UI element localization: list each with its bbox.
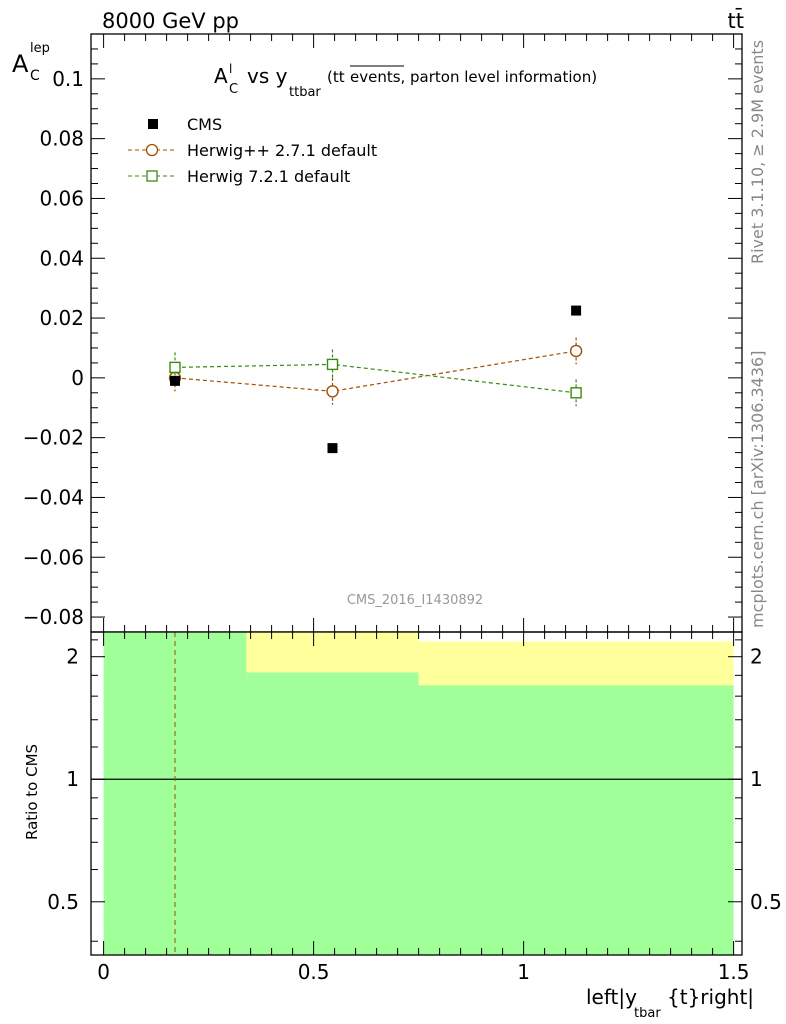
x-tick-label: 1.5 — [718, 960, 750, 984]
cms-point — [571, 305, 582, 316]
legend: CMS Herwig++ 2.7.1 default Herwig 7.2.1 … — [128, 115, 377, 186]
legend-herwig7-label: Herwig 7.2.1 default — [187, 167, 350, 186]
herwig7-line — [174, 363, 577, 394]
x-axis-label-rest: {t}right| — [667, 985, 754, 1009]
ratio-panel: 0 0.5 1 1.5 0.5 0.5 1 1 2 2 — [47, 631, 782, 984]
y-axis-label-sub: C — [30, 68, 40, 84]
legend-cms-marker — [148, 119, 158, 129]
ratio-band-green-0 — [103, 632, 247, 955]
y-tick-label: 0 — [71, 366, 84, 390]
y-axis-label-main: A — [12, 50, 29, 78]
y-tick-label: −0.04 — [23, 485, 84, 509]
energy-label: 8000 GeV pp — [102, 9, 239, 33]
cms-point — [327, 443, 338, 454]
ratio-band-green-2 — [418, 685, 734, 955]
ratio-frame — [90, 631, 743, 956]
ratio-tick-label-left: 2 — [66, 645, 79, 669]
y-tick-label: 0.1 — [52, 67, 84, 91]
legend-herwigpp-label: Herwig++ 2.7.1 default — [187, 141, 377, 160]
y-tick-label: −0.02 — [23, 426, 84, 450]
ratio-band-yellow-2 — [418, 641, 734, 686]
title-a: A — [214, 64, 228, 88]
cms-point — [170, 375, 180, 386]
title-vs: vs y — [247, 64, 288, 88]
title-paren-open: (tt — [327, 68, 345, 86]
x-axis-label-sub: tbar — [634, 1006, 661, 1021]
herwig7-point — [326, 358, 339, 371]
ratio-y-label: Ratio to CMS — [23, 744, 41, 840]
herwig7-point — [169, 361, 181, 374]
x-tick-label: 0 — [97, 960, 110, 984]
y-tick-label: −0.06 — [23, 545, 84, 569]
y-tick-label: 0.08 — [39, 127, 84, 151]
x-tick-label: 0.5 — [298, 960, 330, 984]
herwigpp-point — [326, 385, 339, 398]
mcplots-label: mcplots.cern.ch [arXiv:1306.3436] — [748, 351, 767, 628]
y-axis-label-sup: lep — [30, 41, 50, 56]
rivet-label: Rivet 3.1.10, ≥ 2.9M events — [748, 40, 767, 264]
legend-herwigpp-marker — [145, 143, 159, 157]
process-label: tt̄ — [728, 8, 744, 33]
ratio-tick-label-left: 0.5 — [47, 890, 79, 914]
title-overline: events, — [350, 68, 405, 86]
ratio-band-green-1 — [246, 672, 419, 955]
title-a-sup: l — [229, 62, 232, 76]
x-tick-label: 1 — [517, 960, 530, 984]
chart-title: A l C vs y ttbar (tt events, parton leve… — [214, 62, 597, 100]
ratio-tick-label-right: 1 — [750, 767, 763, 791]
y-axis-label: A lep C — [12, 41, 50, 84]
analysis-label: CMS_2016_I1430892 — [347, 593, 483, 608]
title-a-sub: C — [229, 82, 238, 97]
herwigpp-point — [569, 344, 583, 358]
ratio-tick-label-right: 2 — [750, 645, 763, 669]
title-rest: parton level information) — [410, 68, 597, 86]
x-axis-label-main: left|y — [586, 985, 637, 1009]
y-tick-label: 0.02 — [39, 306, 84, 330]
legend-cms-label: CMS — [187, 115, 222, 134]
y-tick-label: 0.06 — [39, 186, 84, 210]
y-tick-label: −0.08 — [23, 605, 84, 629]
ratio-tick-label-right: 0.5 — [750, 890, 782, 914]
herwigpp-line — [174, 350, 577, 392]
ratio-tick-label-left: 1 — [66, 767, 79, 791]
legend-herwig7-marker — [146, 170, 158, 182]
main-panel: −0.08 −0.06 −0.04 −0.02 0 0.02 0.04 0.06 0.08 0.1 — [23, 33, 743, 633]
y-tick-label: 0.04 — [39, 246, 84, 270]
ratio-band-yellow-1 — [246, 632, 419, 673]
title-vs-sub: ttbar — [289, 85, 321, 100]
herwig7-point — [570, 387, 582, 399]
x-axis-label: left|y tbar {t}right| — [586, 985, 754, 1021]
